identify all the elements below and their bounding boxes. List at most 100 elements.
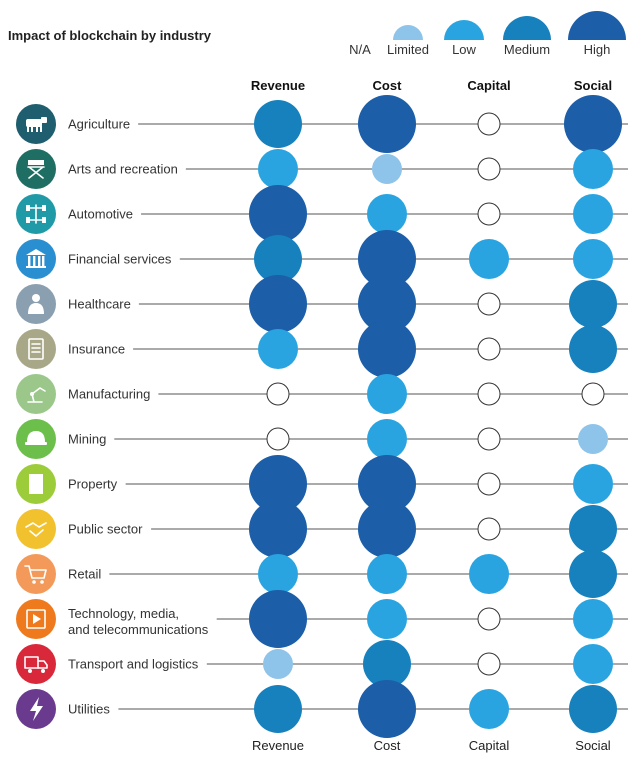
impact-bubble bbox=[258, 329, 298, 369]
doctor-icon bbox=[16, 284, 56, 324]
impact-bubble bbox=[469, 239, 509, 279]
cow-icon bbox=[16, 104, 56, 144]
shopping-cart-icon bbox=[16, 554, 56, 594]
bank-icon bbox=[16, 239, 56, 279]
impact-bubble bbox=[367, 599, 407, 639]
impact-bubble bbox=[358, 320, 416, 378]
impact-bubble bbox=[249, 455, 307, 513]
row-label: Retail bbox=[68, 567, 101, 582]
legend-label: Limited bbox=[387, 42, 429, 57]
impact-bubble bbox=[569, 550, 617, 598]
impact-bubble bbox=[254, 685, 302, 733]
impact-bubble bbox=[477, 157, 501, 181]
row-label: Manufacturing bbox=[68, 387, 150, 402]
hard-hat-icon bbox=[16, 419, 56, 459]
impact-bubble bbox=[249, 185, 307, 243]
impact-bubble bbox=[578, 424, 608, 454]
impact-bubble bbox=[477, 112, 501, 136]
impact-bubble bbox=[266, 427, 290, 451]
impact-bubble bbox=[249, 500, 307, 558]
legend-item: Limited bbox=[387, 25, 429, 57]
impact-bubble bbox=[249, 590, 307, 648]
legend-item: Low bbox=[444, 20, 484, 57]
industry-row: Property bbox=[16, 455, 628, 513]
impact-bubble bbox=[367, 419, 407, 459]
industry-row: Agriculture bbox=[16, 95, 628, 153]
impact-bubble bbox=[266, 382, 290, 406]
impact-bubble bbox=[254, 100, 302, 148]
impact-bubble bbox=[569, 325, 617, 373]
legend-label: High bbox=[584, 42, 611, 57]
impact-bubble bbox=[358, 230, 416, 288]
column-footer: Social bbox=[575, 738, 611, 753]
row-label: Public sector bbox=[68, 522, 143, 537]
robot-arm-icon bbox=[16, 374, 56, 414]
impact-bubble bbox=[564, 95, 622, 153]
impact-bubble bbox=[469, 554, 509, 594]
column-footer: Cost bbox=[374, 738, 401, 753]
legend-swatch bbox=[393, 25, 423, 40]
impact-bubble bbox=[573, 239, 613, 279]
legend-label: N/A bbox=[349, 42, 371, 57]
director-chair-icon bbox=[16, 149, 56, 189]
industry-row: Healthcare bbox=[16, 275, 628, 333]
impact-bubble bbox=[358, 500, 416, 558]
row-label: Property bbox=[68, 477, 118, 492]
rows: Agriculture Arts and recreation Automotive… bbox=[16, 95, 628, 738]
film-play-icon bbox=[16, 599, 56, 639]
building-icon bbox=[16, 464, 56, 504]
row-label: Technology, media, and telecommunications bbox=[68, 606, 209, 637]
legend-item: High bbox=[568, 11, 626, 57]
impact-bubble bbox=[358, 95, 416, 153]
impact-bubble bbox=[249, 275, 307, 333]
impact-bubble bbox=[477, 382, 501, 406]
industry-row: Arts and recreation bbox=[16, 149, 628, 189]
document-icon bbox=[16, 329, 56, 369]
impact-bubble bbox=[477, 292, 501, 316]
legend-label: Medium bbox=[504, 42, 550, 57]
column-header: Revenue bbox=[251, 78, 305, 93]
row-label: Agriculture bbox=[68, 117, 130, 132]
impact-bubble bbox=[358, 275, 416, 333]
impact-bubble bbox=[569, 280, 617, 328]
row-label: Transport and logistics bbox=[68, 657, 199, 672]
impact-bubble bbox=[254, 235, 302, 283]
industry-row: Manufacturing bbox=[16, 374, 628, 414]
column-headers: Revenue Cost Capital Social bbox=[251, 78, 612, 93]
row-label: Automotive bbox=[68, 207, 133, 222]
impact-bubble bbox=[569, 685, 617, 733]
row-label: Healthcare bbox=[68, 297, 131, 312]
impact-bubble bbox=[573, 464, 613, 504]
impact-bubble bbox=[573, 644, 613, 684]
impact-bubble bbox=[477, 652, 501, 676]
impact-bubble bbox=[573, 149, 613, 189]
impact-bubble bbox=[367, 374, 407, 414]
impact-bubble bbox=[581, 382, 605, 406]
impact-bubble bbox=[263, 649, 293, 679]
industry-row: Utilities bbox=[16, 680, 628, 738]
impact-bubble bbox=[477, 517, 501, 541]
row-label: Arts and recreation bbox=[68, 162, 178, 177]
impact-bubble bbox=[469, 689, 509, 729]
legend-item: Medium bbox=[503, 16, 551, 57]
handshake-icon bbox=[16, 509, 56, 549]
industry-row: Transport and logistics bbox=[16, 640, 628, 688]
impact-bubble bbox=[372, 154, 402, 184]
legend-swatch bbox=[444, 20, 484, 40]
chart-title: Impact of blockchain by industry bbox=[8, 28, 212, 43]
impact-bubble bbox=[477, 427, 501, 451]
column-footer: Revenue bbox=[252, 738, 304, 753]
truck-icon bbox=[16, 644, 56, 684]
industry-row: Public sector bbox=[16, 500, 628, 558]
impact-bubble bbox=[573, 194, 613, 234]
impact-bubble bbox=[358, 680, 416, 738]
column-header: Social bbox=[574, 78, 612, 93]
industry-row: Retail bbox=[16, 550, 628, 598]
industry-row: Financial services bbox=[16, 230, 628, 288]
legend-swatch bbox=[503, 16, 551, 40]
impact-bubble bbox=[477, 202, 501, 226]
row-label: Insurance bbox=[68, 342, 125, 357]
impact-bubble bbox=[363, 640, 411, 688]
legend-item: N/A bbox=[349, 42, 371, 57]
column-footer: Capital bbox=[469, 738, 510, 753]
